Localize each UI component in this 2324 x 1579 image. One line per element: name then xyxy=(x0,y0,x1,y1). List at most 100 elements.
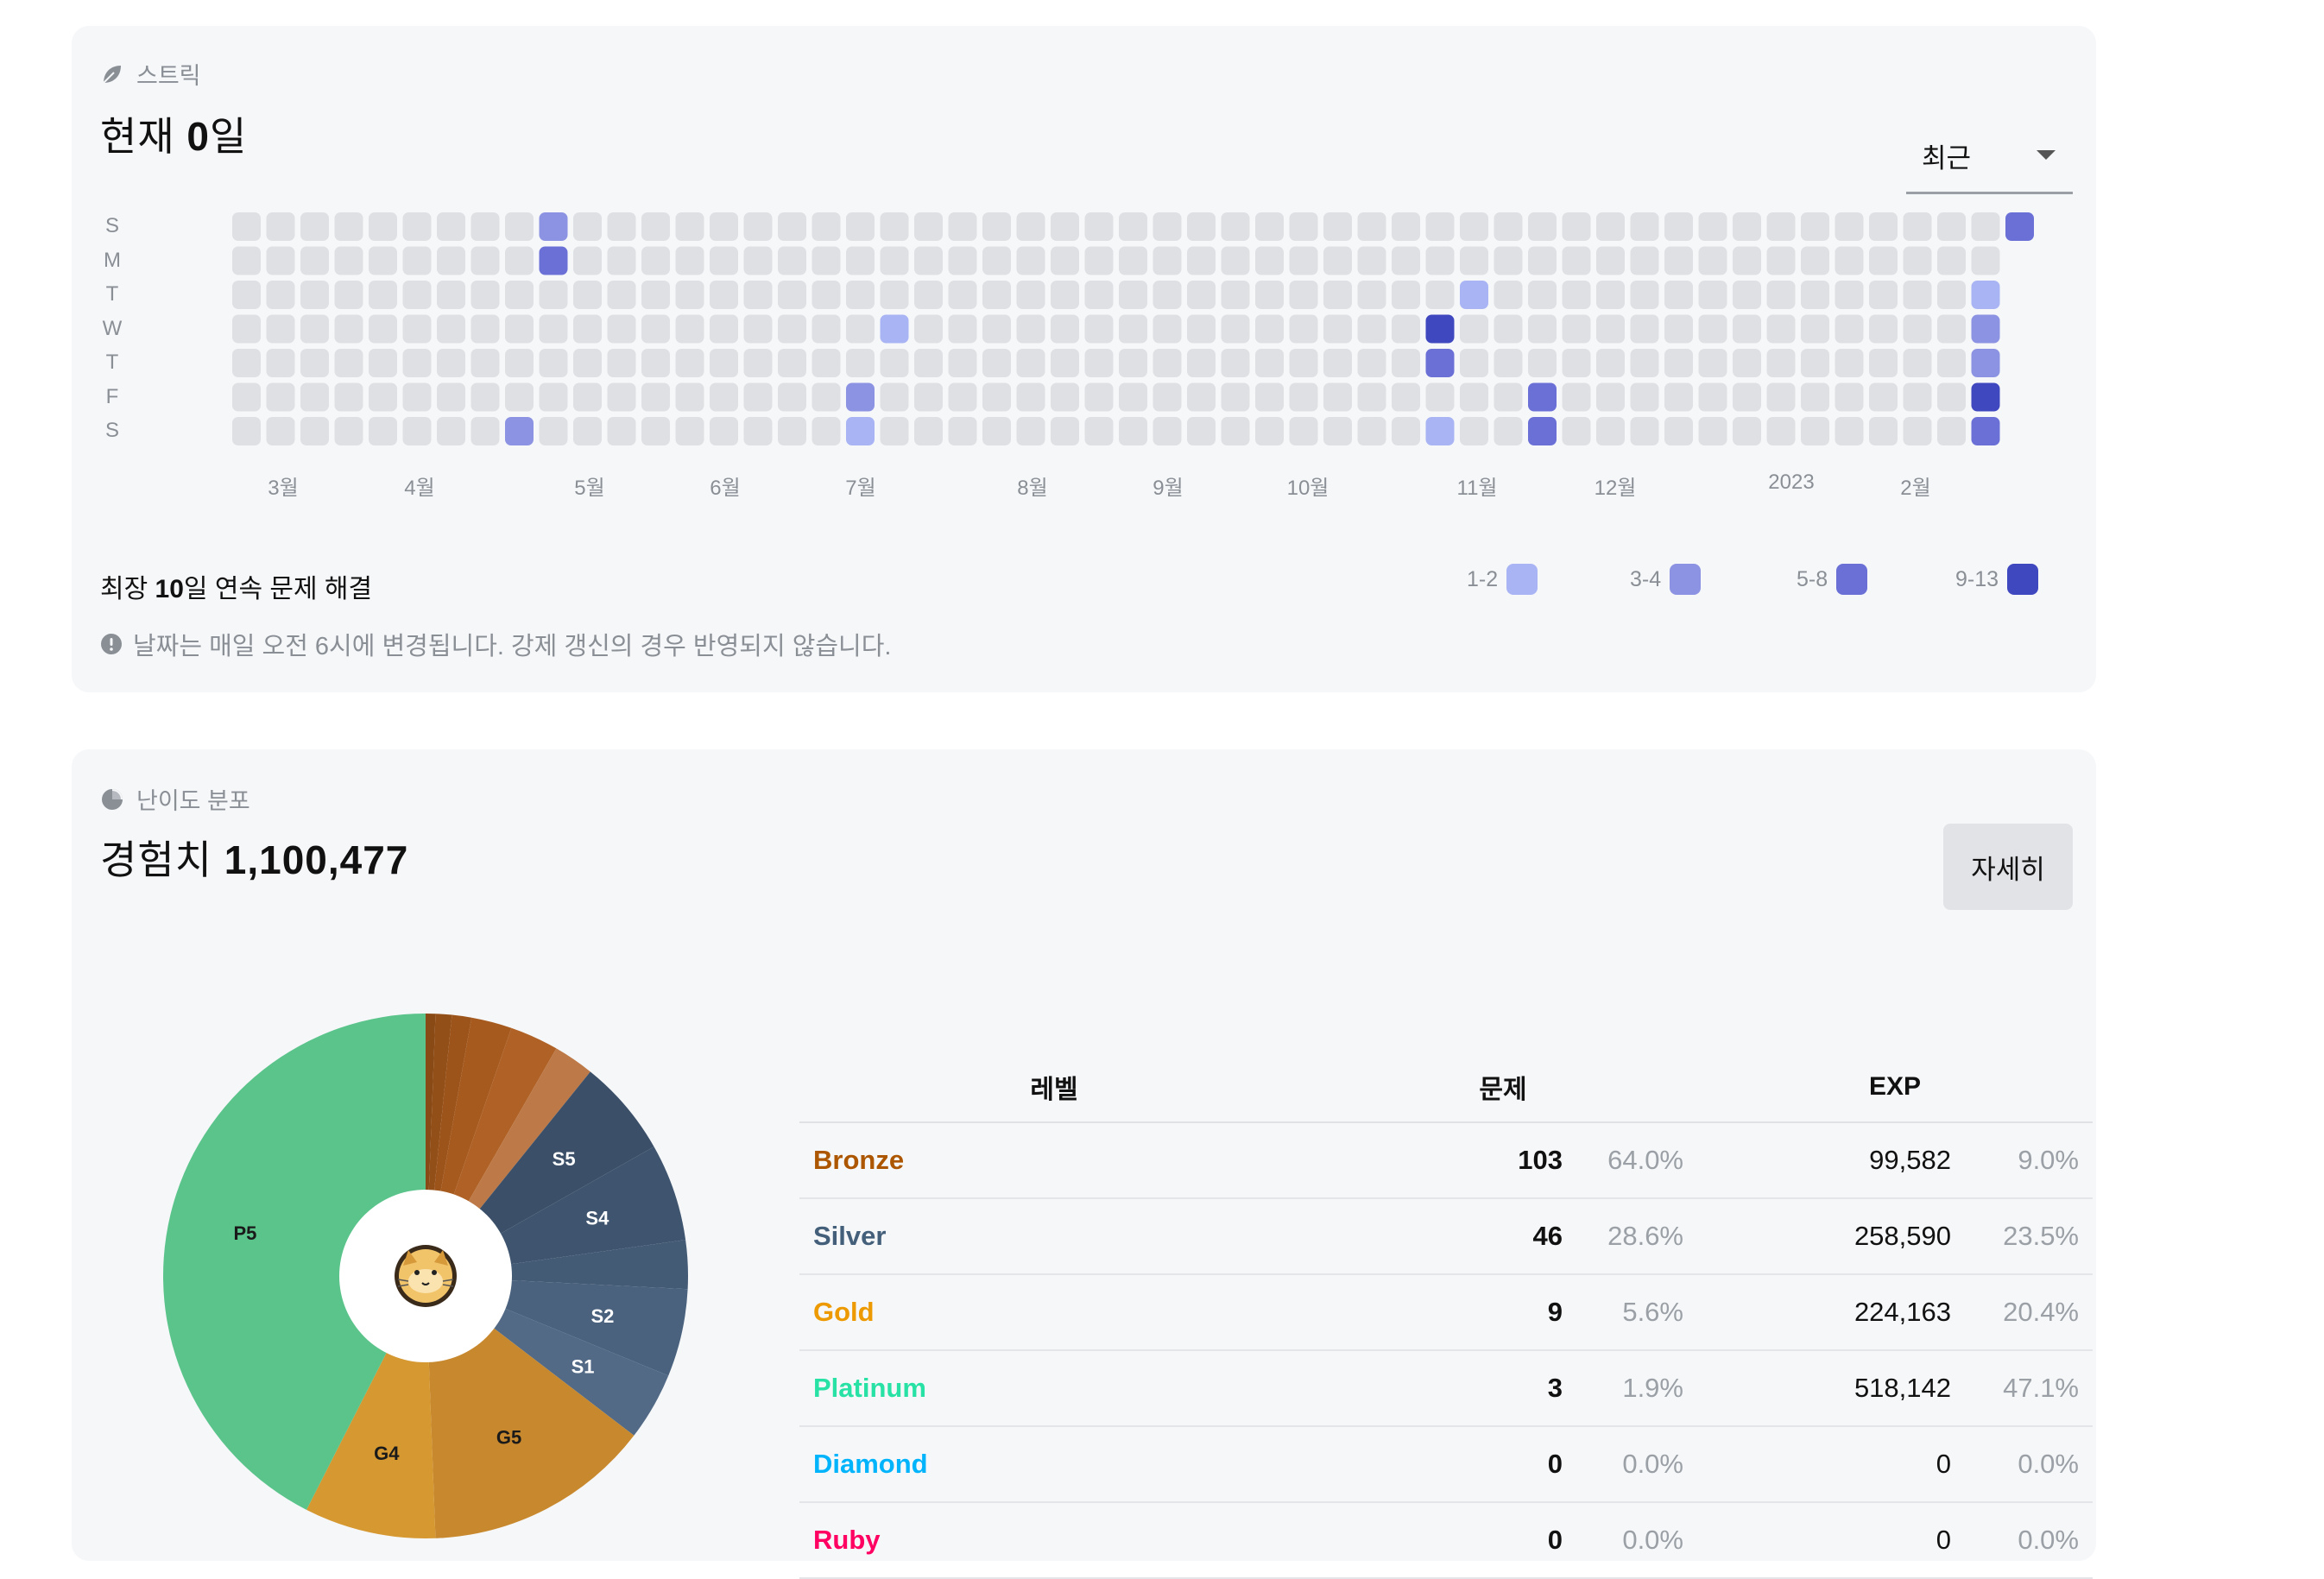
streak-day-cell[interactable] xyxy=(573,281,602,309)
streak-day-cell[interactable] xyxy=(334,314,363,344)
streak-day-cell[interactable] xyxy=(1119,382,1147,412)
streak-day-cell[interactable] xyxy=(1425,417,1455,445)
streak-day-cell[interactable] xyxy=(1869,246,1898,275)
streak-day-cell[interactable] xyxy=(1869,281,1898,309)
streak-day-cell[interactable] xyxy=(1971,281,2000,309)
streak-day-cell[interactable] xyxy=(1460,212,1488,241)
streak-day-cell[interactable] xyxy=(539,246,568,275)
streak-day-cell[interactable] xyxy=(1937,246,1966,275)
streak-day-cell[interactable] xyxy=(266,417,295,445)
tier-name[interactable]: Bronze xyxy=(799,1122,1309,1199)
streak-day-cell[interactable] xyxy=(402,382,432,412)
streak-day-cell[interactable] xyxy=(641,349,670,377)
streak-day-cell[interactable] xyxy=(1596,382,1625,412)
streak-day-cell[interactable] xyxy=(1460,281,1488,309)
streak-day-cell[interactable] xyxy=(437,281,465,309)
streak-day-cell[interactable] xyxy=(743,281,773,309)
streak-day-cell[interactable] xyxy=(1528,417,1557,445)
streak-day-cell[interactable] xyxy=(1051,246,1079,275)
streak-day-cell[interactable] xyxy=(266,212,295,241)
streak-day-cell[interactable] xyxy=(675,281,704,309)
streak-day-cell[interactable] xyxy=(1392,281,1420,309)
streak-day-cell[interactable] xyxy=(1016,349,1045,377)
streak-day-cell[interactable] xyxy=(300,212,329,241)
streak-day-cell[interactable] xyxy=(2005,212,2034,241)
streak-day-cell[interactable] xyxy=(1698,314,1727,344)
streak-day-cell[interactable] xyxy=(1528,314,1557,344)
streak-day-cell[interactable] xyxy=(505,212,534,241)
streak-day-cell[interactable] xyxy=(1153,349,1182,377)
streak-day-cell[interactable] xyxy=(470,417,500,445)
streak-day-cell[interactable] xyxy=(1221,382,1250,412)
streak-day-cell[interactable] xyxy=(402,212,432,241)
streak-day-cell[interactable] xyxy=(1221,314,1250,344)
streak-day-cell[interactable] xyxy=(1562,417,1591,445)
streak-day-cell[interactable] xyxy=(1425,314,1455,344)
streak-day-cell[interactable] xyxy=(1801,349,1829,377)
detail-button[interactable]: 자세히 xyxy=(1943,824,2073,910)
streak-day-cell[interactable] xyxy=(1289,212,1318,241)
streak-day-cell[interactable] xyxy=(539,349,568,377)
streak-day-cell[interactable] xyxy=(1835,212,1864,241)
streak-day-cell[interactable] xyxy=(1425,382,1455,412)
streak-day-cell[interactable] xyxy=(232,417,261,445)
streak-day-cell[interactable] xyxy=(1766,417,1796,445)
streak-day-cell[interactable] xyxy=(641,281,670,309)
streak-day-cell[interactable] xyxy=(1255,246,1284,275)
streak-day-cell[interactable] xyxy=(641,212,670,241)
streak-day-cell[interactable] xyxy=(607,417,636,445)
streak-day-cell[interactable] xyxy=(743,349,773,377)
streak-day-cell[interactable] xyxy=(1937,212,1966,241)
streak-day-cell[interactable] xyxy=(1664,314,1693,344)
streak-day-cell[interactable] xyxy=(1323,382,1352,412)
streak-day-cell[interactable] xyxy=(470,314,500,344)
streak-day-cell[interactable] xyxy=(1971,382,2000,412)
streak-day-cell[interactable] xyxy=(1903,314,1932,344)
streak-day-cell[interactable] xyxy=(1119,349,1147,377)
streak-day-cell[interactable] xyxy=(880,349,909,377)
streak-day-cell[interactable] xyxy=(1357,417,1386,445)
streak-day-cell[interactable] xyxy=(437,246,465,275)
streak-day-cell[interactable] xyxy=(470,212,500,241)
streak-day-cell[interactable] xyxy=(1630,382,1659,412)
streak-day-cell[interactable] xyxy=(914,246,943,275)
streak-day-cell[interactable] xyxy=(1664,281,1693,309)
streak-day-cell[interactable] xyxy=(1255,382,1284,412)
streak-day-cell[interactable] xyxy=(1971,417,2000,445)
streak-day-cell[interactable] xyxy=(607,382,636,412)
streak-day-cell[interactable] xyxy=(300,314,329,344)
streak-day-cell[interactable] xyxy=(1971,349,2000,377)
streak-day-cell[interactable] xyxy=(1937,382,1966,412)
streak-day-cell[interactable] xyxy=(1084,212,1114,241)
streak-day-cell[interactable] xyxy=(1016,314,1045,344)
streak-day-cell[interactable] xyxy=(369,281,397,309)
streak-day-cell[interactable] xyxy=(1187,212,1216,241)
streak-day-cell[interactable] xyxy=(437,349,465,377)
streak-day-cell[interactable] xyxy=(402,281,432,309)
streak-day-cell[interactable] xyxy=(1733,281,1761,309)
streak-day-cell[interactable] xyxy=(982,281,1011,309)
streak-day-cell[interactable] xyxy=(1051,281,1079,309)
streak-day-cell[interactable] xyxy=(266,246,295,275)
streak-day-cell[interactable] xyxy=(880,281,909,309)
streak-day-cell[interactable] xyxy=(914,417,943,445)
streak-day-cell[interactable] xyxy=(1255,349,1284,377)
streak-day-cell[interactable] xyxy=(743,382,773,412)
streak-day-cell[interactable] xyxy=(1425,281,1455,309)
streak-day-cell[interactable] xyxy=(1153,382,1182,412)
streak-day-cell[interactable] xyxy=(1255,212,1284,241)
streak-day-cell[interactable] xyxy=(1766,246,1796,275)
streak-day-cell[interactable] xyxy=(846,212,875,241)
streak-day-cell[interactable] xyxy=(1596,349,1625,377)
streak-day-cell[interactable] xyxy=(1016,246,1045,275)
streak-day-cell[interactable] xyxy=(914,349,943,377)
streak-day-cell[interactable] xyxy=(1187,417,1216,445)
streak-day-cell[interactable] xyxy=(505,281,534,309)
streak-day-cell[interactable] xyxy=(1119,417,1147,445)
streak-day-cell[interactable] xyxy=(1596,246,1625,275)
streak-day-cell[interactable] xyxy=(1392,382,1420,412)
streak-day-cell[interactable] xyxy=(1119,281,1147,309)
streak-day-cell[interactable] xyxy=(1494,417,1523,445)
streak-day-cell[interactable] xyxy=(743,314,773,344)
streak-day-cell[interactable] xyxy=(1903,349,1932,377)
